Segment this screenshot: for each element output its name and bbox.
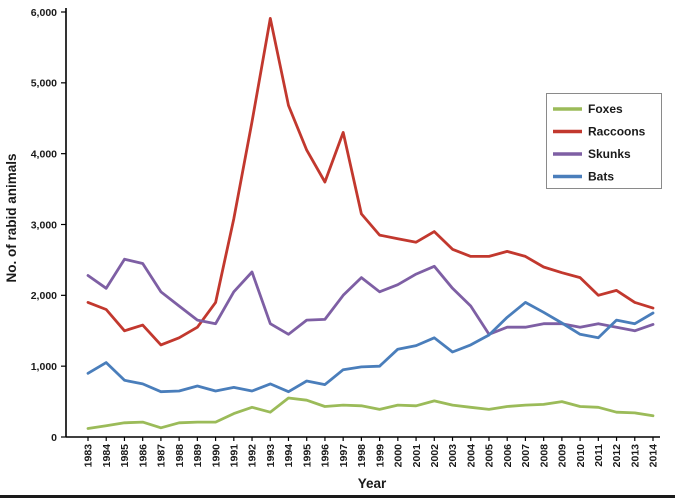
y-tick-label: 3,000 <box>31 219 57 231</box>
x-tick-label: 1987 <box>156 444 168 468</box>
x-tick-label: 2011 <box>593 444 605 467</box>
series-line-skunks <box>86 257 655 336</box>
x-tick-label: 1985 <box>119 444 131 468</box>
y-tick-label: 0 <box>51 432 57 444</box>
figure-bottom-rule <box>0 495 675 498</box>
x-tick-label: 2009 <box>557 444 569 468</box>
legend-label-raccoons: Raccoons <box>588 125 646 139</box>
x-tick-label: 2004 <box>465 444 477 468</box>
x-tick-label: 1997 <box>338 444 350 468</box>
x-tick-label: 1990 <box>210 444 222 468</box>
x-tick-label: 2003 <box>447 444 459 468</box>
legend-label-foxes: Foxes <box>588 102 623 116</box>
y-tick-label: 4,000 <box>31 148 57 160</box>
y-axis-title: No. of rabid animals <box>4 153 19 282</box>
x-axis-title: Year <box>358 476 387 491</box>
y-tick-label: 5,000 <box>31 78 57 90</box>
y-tick-label: 2,000 <box>31 290 57 302</box>
x-tick-label: 1989 <box>192 444 204 468</box>
x-tick-label: 2008 <box>538 444 550 468</box>
legend-label-bats: Bats <box>588 170 614 184</box>
x-tick-label: 2000 <box>393 444 405 468</box>
x-tick-label: 2007 <box>520 444 532 468</box>
y-tick-label: 6,000 <box>31 7 57 19</box>
series-line-bats <box>86 300 655 394</box>
x-tick-label: 1986 <box>137 444 149 468</box>
x-tick-label: 1991 <box>228 444 240 468</box>
x-tick-label: 2006 <box>502 444 514 468</box>
x-tick-label: 2014 <box>648 444 660 468</box>
series-line-foxes <box>86 396 655 430</box>
x-tick-label: 1993 <box>265 444 277 468</box>
x-tick-label: 2002 <box>429 444 441 468</box>
plot-area: 0 1,000 2,000 3,000 4,000 5,000 6,000 1983 1984 1… <box>31 7 662 468</box>
x-tick-label: 1998 <box>356 444 368 468</box>
x-tick-label: 1994 <box>283 444 295 468</box>
x-tick-label: 2005 <box>484 444 496 468</box>
x-tick-label: 1992 <box>247 444 259 468</box>
series-line-raccoons <box>86 16 655 347</box>
x-tick-label: 1999 <box>374 444 386 468</box>
x-tick-label: 1995 <box>301 444 313 468</box>
x-tick-label: 2012 <box>611 444 623 468</box>
legend-label-skunks: Skunks <box>588 147 631 161</box>
x-tick-label: 1996 <box>320 444 332 468</box>
x-tick-label: 2001 <box>411 444 423 468</box>
x-tick-label: 1984 <box>101 444 113 468</box>
x-tick-label: 2013 <box>629 444 641 468</box>
x-tick-label: 1988 <box>174 444 186 468</box>
y-tick-label: 1,000 <box>31 361 57 373</box>
x-tick-label: 1983 <box>83 444 95 468</box>
x-tick-label: 2010 <box>575 444 587 468</box>
